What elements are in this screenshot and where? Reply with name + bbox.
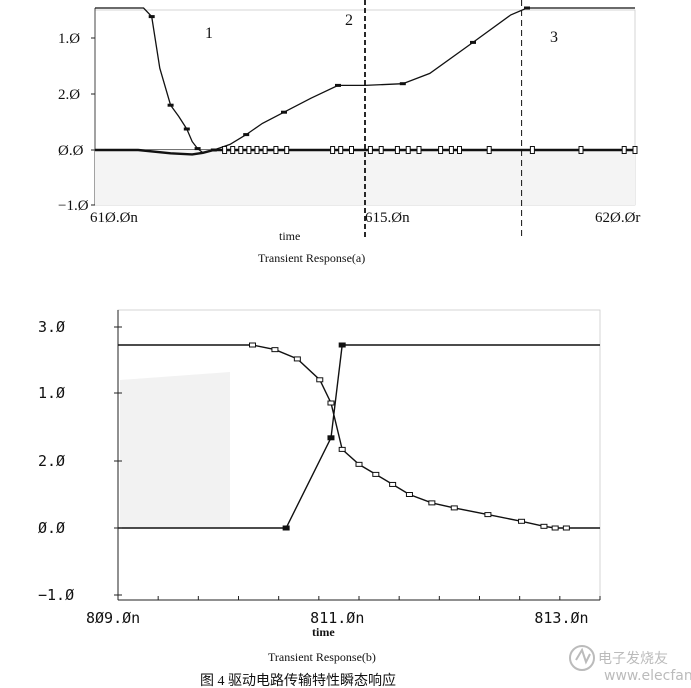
data-marker-b xyxy=(327,435,335,441)
point-marker-a xyxy=(448,146,454,154)
point-marker-a xyxy=(438,146,444,154)
y-tick-label-b: 3.Ø xyxy=(38,318,65,336)
point-marker-a xyxy=(405,146,411,154)
y-tick-label-b: −1.Ø xyxy=(38,586,74,604)
data-marker-a xyxy=(243,133,250,137)
point-marker-a xyxy=(578,146,584,154)
point-marker-a xyxy=(632,146,638,154)
y-tick-label-a: −1.Ø xyxy=(58,198,89,214)
data-marker-b xyxy=(316,377,324,383)
x-tick-label-a: 62Ø.Ør xyxy=(595,210,640,226)
x-tick-label-b: 8Ø9.Øn xyxy=(86,609,140,627)
data-marker-a xyxy=(524,6,530,10)
point-marker-a xyxy=(529,146,535,154)
data-marker-b xyxy=(338,342,346,348)
x-tick-label-a: 61Ø.Øn xyxy=(90,210,138,226)
point-marker-a xyxy=(338,146,344,154)
y-tick-label-b: 1.Ø xyxy=(38,384,65,402)
x-tick-label-b: 811.Øn xyxy=(310,609,364,627)
point-marker-a xyxy=(621,146,627,154)
point-marker-a xyxy=(254,146,260,154)
data-marker-b xyxy=(405,492,413,497)
y-tick-label-a: 2.Ø xyxy=(58,87,80,103)
point-marker-a xyxy=(222,146,228,154)
watermark-text: 电子发烧友 xyxy=(598,651,668,667)
data-marker-b xyxy=(562,525,570,531)
data-marker-b xyxy=(249,342,257,348)
point-marker-a xyxy=(394,146,400,154)
data-marker-b xyxy=(271,347,279,353)
point-marker-a xyxy=(378,146,384,154)
data-marker-a xyxy=(194,147,201,151)
data-marker-b xyxy=(293,356,301,362)
point-marker-a xyxy=(284,146,290,154)
point-marker-a xyxy=(486,146,492,154)
y-tick-label-b: Ø.Ø xyxy=(38,519,65,537)
data-marker-b xyxy=(518,518,526,524)
data-marker-b xyxy=(540,523,548,529)
data-marker-b xyxy=(389,481,397,487)
point-marker-a xyxy=(349,146,354,154)
watermark-url: www.elecfans.com xyxy=(604,668,691,684)
region-label-1: 1 xyxy=(205,25,213,42)
data-marker-b xyxy=(338,446,346,452)
chart-a: 1.Ø 2.Ø Ø.Ø −1.Ø 61Ø.Øn 615.Øn 62Ø.Ør 1 2 3 t… xyxy=(58,0,640,265)
data-marker-a xyxy=(281,110,287,114)
x-tick-label-a: 615.Øn xyxy=(365,210,410,226)
figure-caption: 图 4 驱动电路传输特性瞬态响应 xyxy=(200,672,396,688)
data-marker-a xyxy=(183,127,190,131)
data-marker-a xyxy=(167,103,174,107)
chart-title-a: Transient Response(a) xyxy=(258,251,365,265)
data-marker-b xyxy=(551,525,559,531)
point-marker-a xyxy=(238,146,244,154)
point-marker-a xyxy=(230,146,236,154)
data-marker-b xyxy=(327,400,335,406)
watermark-logo xyxy=(569,645,595,671)
x-axis-label-b: time xyxy=(312,625,335,639)
point-marker-a xyxy=(457,146,462,154)
point-marker-a xyxy=(416,146,422,154)
chart-b: 3.Ø 1.Ø 2.Ø Ø.Ø −1.Ø 8Ø9.Øn 811.Øn 813.Øn time… xyxy=(38,309,601,664)
region-label-2: 2 xyxy=(345,12,353,29)
shaded-region-b xyxy=(120,372,230,528)
point-marker-a xyxy=(246,146,252,154)
data-marker-a xyxy=(335,83,341,87)
point-marker-a xyxy=(273,146,279,154)
data-marker-b xyxy=(484,512,492,518)
y-tick-label-a: Ø.Ø xyxy=(58,143,84,159)
data-marker-a xyxy=(470,40,476,44)
y-tick-label-b: 2.Ø xyxy=(38,452,65,470)
data-marker-b xyxy=(372,471,380,477)
data-marker-b xyxy=(282,525,290,531)
data-marker-a xyxy=(399,82,406,86)
point-marker-a xyxy=(367,146,373,154)
series-line-a-1 xyxy=(95,148,635,156)
point-marker-a xyxy=(262,146,268,154)
y-tick-label-a: 1.Ø xyxy=(58,31,80,47)
data-marker-b xyxy=(450,505,458,511)
data-marker-a xyxy=(148,15,155,19)
point-marker-a xyxy=(330,146,336,154)
data-marker-b xyxy=(355,461,363,467)
chart-title-b: Transient Response(b) xyxy=(268,650,376,664)
x-axis-label-a: time xyxy=(279,229,300,243)
series-line-a-0 xyxy=(95,7,635,154)
region-label-3: 3 xyxy=(550,29,558,46)
x-tick-label-b: 813.Øn xyxy=(534,609,588,627)
data-marker-b xyxy=(428,500,436,506)
